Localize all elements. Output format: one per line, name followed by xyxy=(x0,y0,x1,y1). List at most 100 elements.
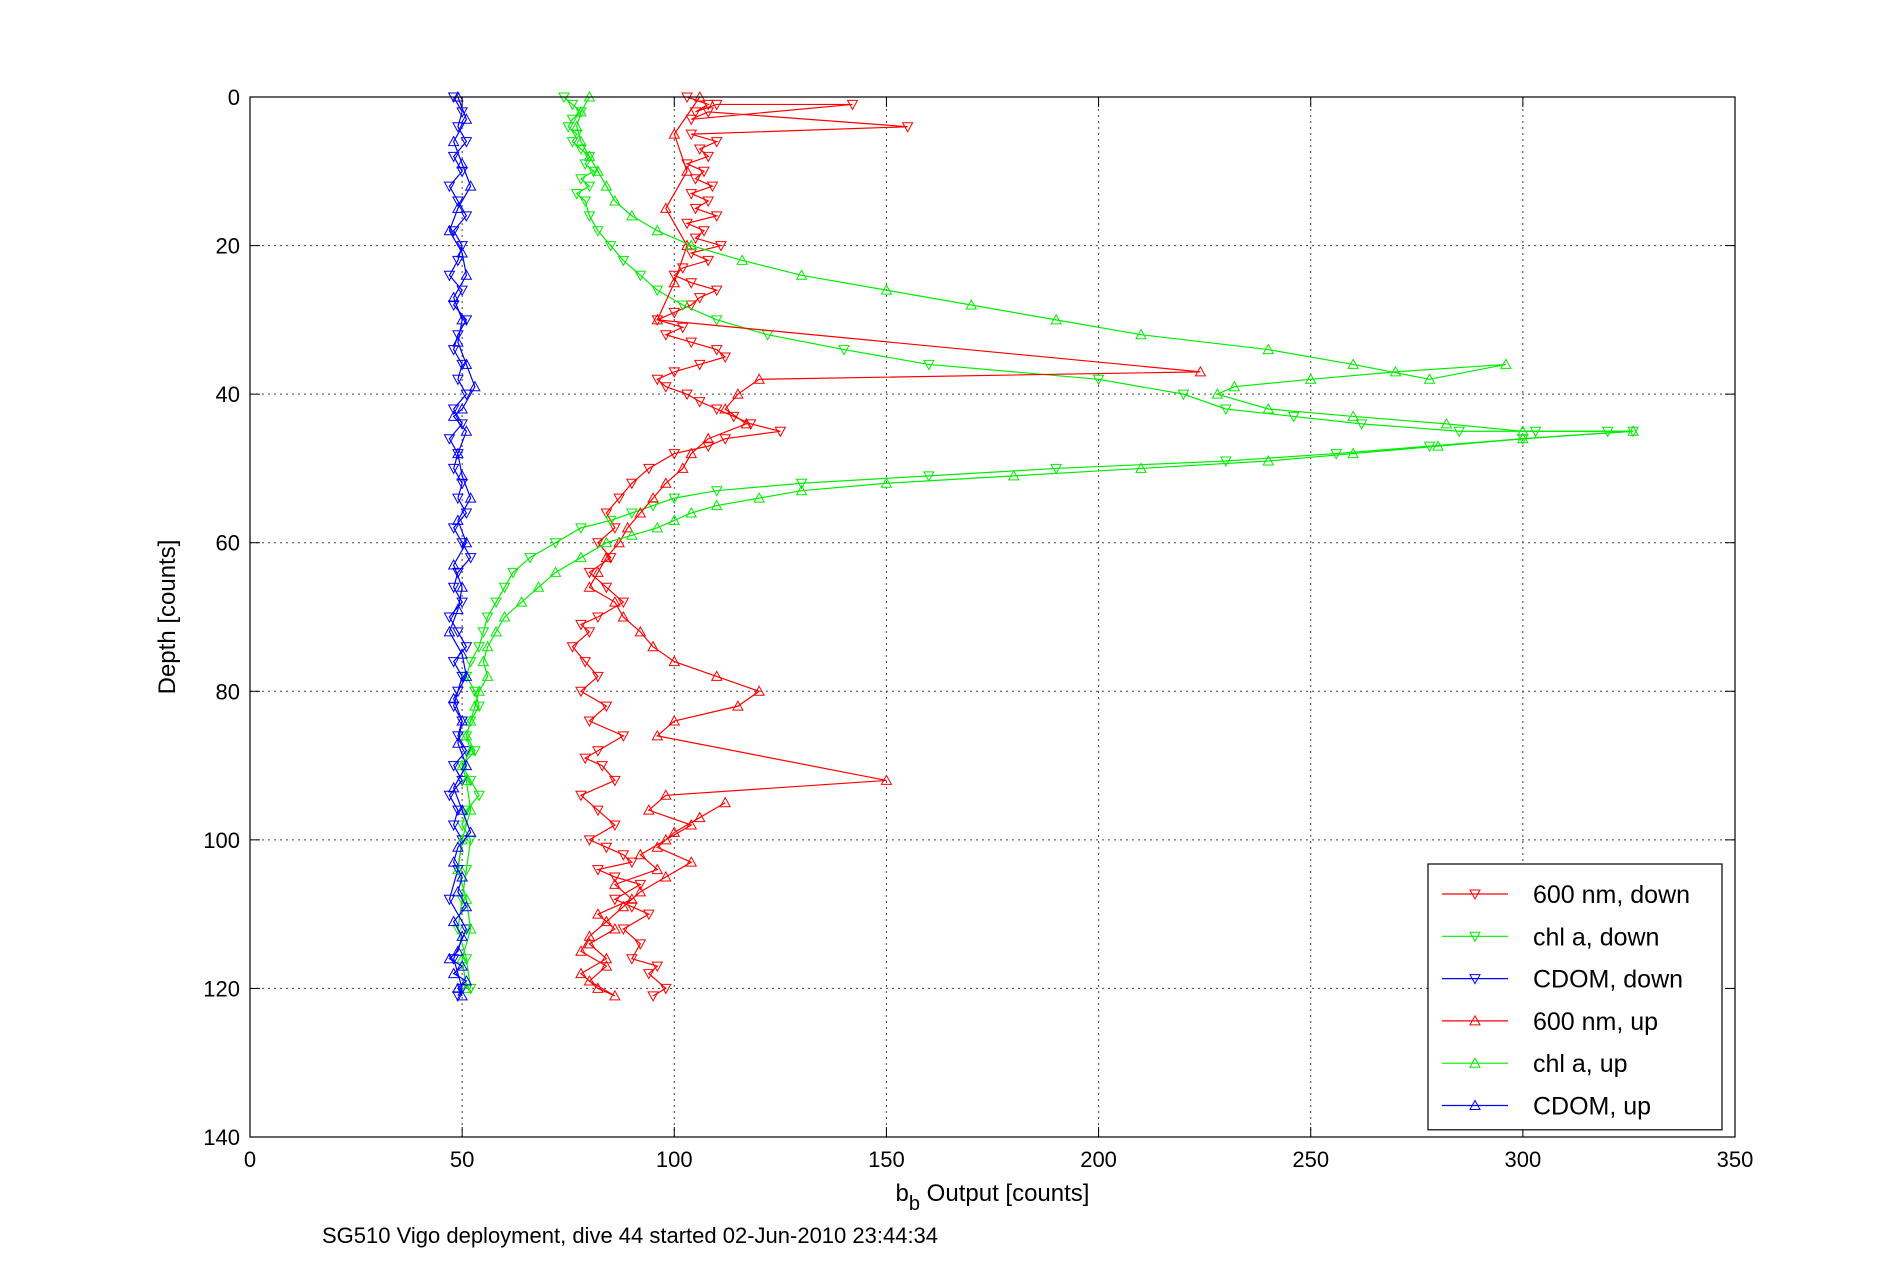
data-point xyxy=(452,374,464,386)
data-point xyxy=(456,157,468,169)
data-point xyxy=(685,337,698,349)
data-point xyxy=(566,137,579,148)
data-point xyxy=(659,202,672,213)
data-point xyxy=(676,462,689,473)
data-point xyxy=(464,775,477,787)
data-point xyxy=(460,670,473,681)
data-point xyxy=(566,642,579,653)
data-point xyxy=(621,521,634,533)
data-point xyxy=(583,150,596,161)
data-point xyxy=(456,313,468,325)
data-point xyxy=(464,657,477,668)
data-point xyxy=(710,345,723,356)
data-point xyxy=(477,627,490,638)
data-point xyxy=(460,358,473,369)
data-point xyxy=(1304,373,1317,384)
data-point xyxy=(617,255,630,267)
data-point xyxy=(685,114,698,126)
data-point xyxy=(456,359,468,371)
data-point xyxy=(452,202,464,213)
data-point xyxy=(549,538,562,549)
data-point xyxy=(753,685,765,696)
data-point xyxy=(1262,402,1275,414)
data-point xyxy=(524,553,536,564)
data-point xyxy=(460,893,473,904)
data-point xyxy=(592,612,604,624)
data-point xyxy=(647,492,659,503)
data-point xyxy=(469,700,481,711)
data-point xyxy=(456,989,468,1001)
data-point xyxy=(1440,417,1453,429)
x-axis-label-main: b xyxy=(896,1180,909,1207)
x-tick-label: 0 xyxy=(244,1147,256,1172)
x-axis-label-subscript: b xyxy=(909,1193,920,1215)
x-tick-label: 200 xyxy=(1080,1147,1117,1172)
series-600-nm-down xyxy=(566,92,914,1002)
data-point xyxy=(460,113,473,124)
data-point xyxy=(689,203,702,215)
data-point xyxy=(651,841,664,852)
data-point xyxy=(626,209,638,221)
data-point xyxy=(592,165,604,176)
data-point xyxy=(702,255,715,267)
data-point xyxy=(460,805,473,817)
y-tick-label: 80 xyxy=(216,679,240,704)
legend-swatch-marker xyxy=(1469,1057,1481,1068)
data-point xyxy=(668,514,681,525)
y-tick-label: 20 xyxy=(216,234,240,259)
data-point xyxy=(710,315,723,326)
y-tick-label: 120 xyxy=(203,976,240,1001)
data-point xyxy=(681,165,693,176)
data-point xyxy=(1007,469,1020,481)
data-point xyxy=(452,863,464,875)
data-point xyxy=(626,857,638,869)
data-point xyxy=(880,774,893,785)
data-point xyxy=(447,582,460,594)
data-point xyxy=(642,909,655,921)
data-point xyxy=(566,114,579,126)
data-point xyxy=(447,657,460,668)
data-point xyxy=(651,313,664,325)
series-600-nm-up xyxy=(575,90,1207,1001)
data-point xyxy=(609,872,621,884)
data-point xyxy=(1050,313,1062,325)
x-axis-label: bb Output [counts] xyxy=(896,1180,1090,1215)
data-point xyxy=(1262,454,1275,466)
data-point xyxy=(1355,419,1368,430)
data-point xyxy=(681,218,693,230)
data-point xyxy=(753,492,765,503)
data-point xyxy=(668,714,681,726)
y-tick-label: 60 xyxy=(216,531,240,556)
data-point xyxy=(702,151,715,163)
data-point xyxy=(490,625,502,637)
legend-swatch-marker xyxy=(1469,889,1481,901)
data-point xyxy=(447,856,460,867)
data-point xyxy=(447,558,460,570)
data-point xyxy=(575,144,587,156)
data-point xyxy=(447,404,460,416)
data-point xyxy=(473,790,485,802)
legend-label: CDOM, down xyxy=(1533,966,1683,994)
legend-box xyxy=(1427,863,1723,1131)
data-point xyxy=(481,670,494,681)
data-point xyxy=(668,128,681,139)
data-point xyxy=(443,181,456,193)
data-point xyxy=(477,655,490,667)
data-point xyxy=(570,120,583,132)
data-point xyxy=(460,508,473,520)
data-point xyxy=(456,775,468,787)
data-point xyxy=(456,820,468,832)
data-point xyxy=(460,924,473,936)
data-point xyxy=(460,900,473,912)
data-point xyxy=(460,425,473,436)
data-point xyxy=(452,627,464,638)
data-point xyxy=(659,833,672,845)
data-point xyxy=(575,105,587,117)
data-point xyxy=(702,196,715,208)
data-point xyxy=(464,180,477,191)
data-point xyxy=(685,818,698,830)
data-point xyxy=(456,870,468,882)
data-point xyxy=(634,270,647,282)
data-point xyxy=(901,122,914,133)
data-point xyxy=(575,790,587,802)
